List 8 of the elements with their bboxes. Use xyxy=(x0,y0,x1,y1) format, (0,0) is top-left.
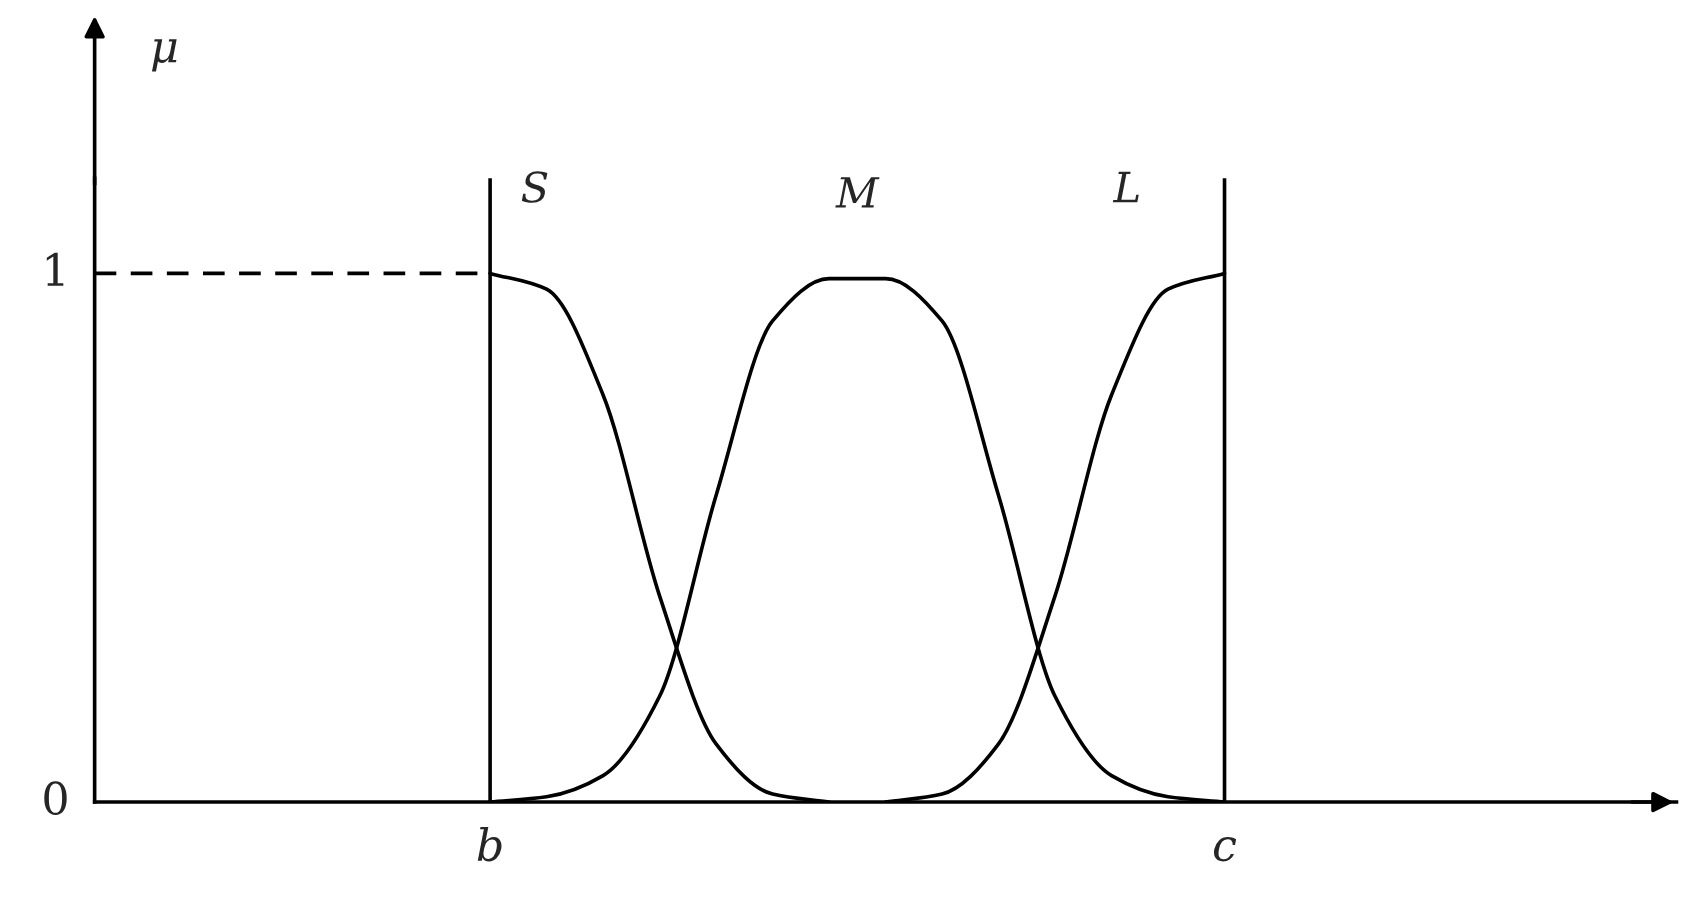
series-label: S xyxy=(521,171,548,203)
series-label: M xyxy=(835,177,880,208)
y-tick-label: 0 xyxy=(44,781,67,815)
y-tick-label: 1 xyxy=(46,252,64,286)
x-tick-label: c xyxy=(1213,837,1237,862)
text: L xyxy=(1112,171,1139,203)
y-axis-title: μ xyxy=(151,39,177,72)
x-tick-label: b xyxy=(477,827,502,862)
